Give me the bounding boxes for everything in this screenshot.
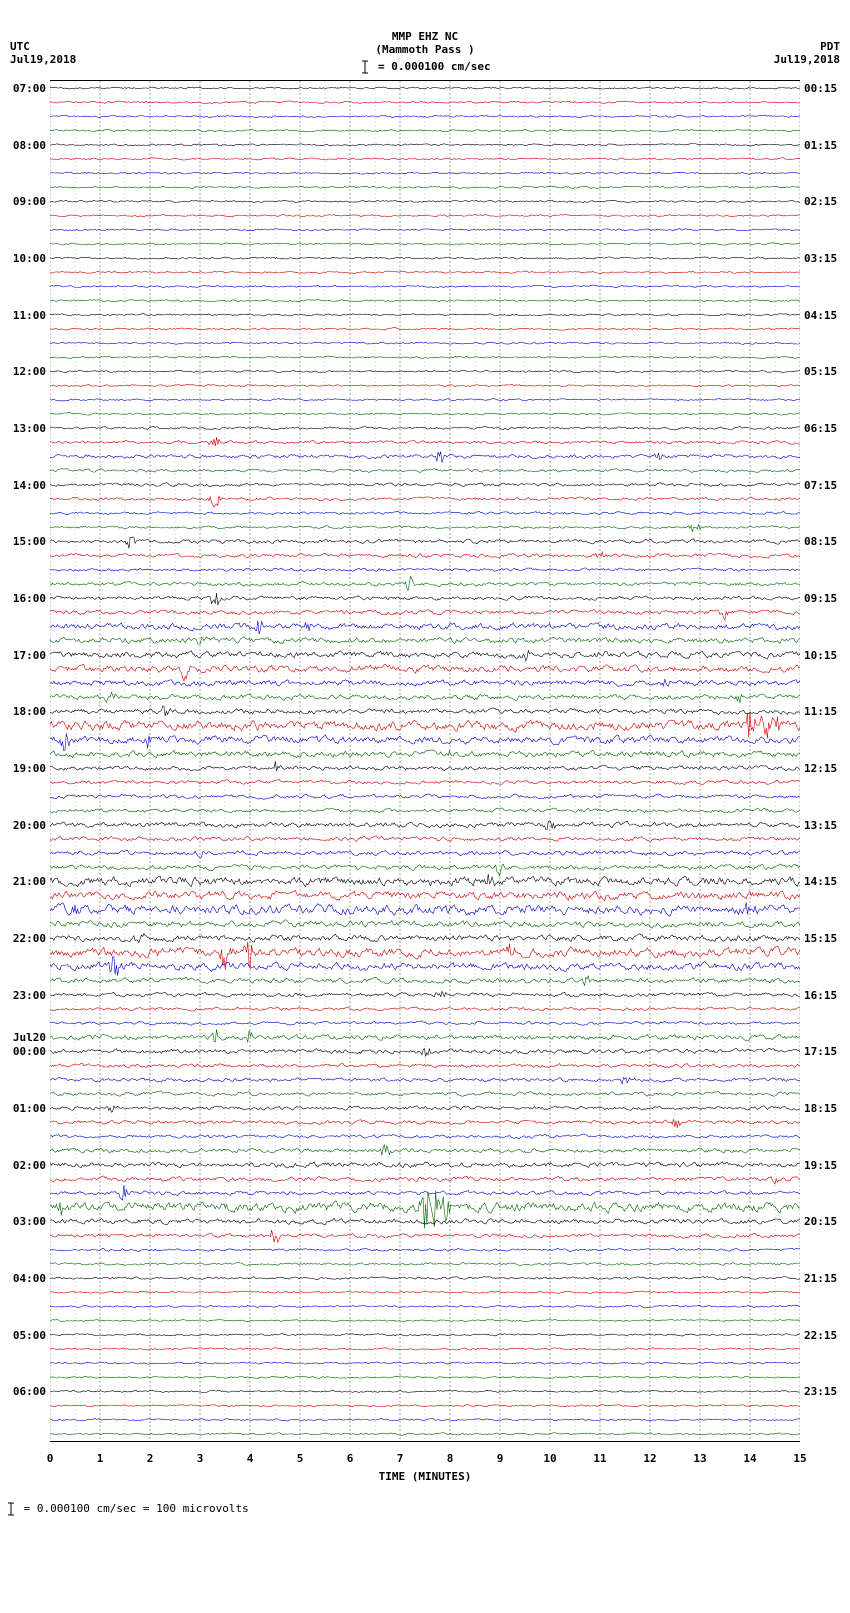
left-time-label: 07:00 — [13, 83, 46, 94]
left-time-label: 02:00 — [13, 1160, 46, 1171]
x-tick-label: 12 — [643, 1452, 656, 1465]
x-tick-label: 2 — [147, 1452, 154, 1465]
seismic-trace — [50, 1091, 800, 1096]
seismic-trace — [50, 342, 800, 344]
right-time-label: 11:15 — [804, 706, 837, 717]
right-time-label: 21:15 — [804, 1273, 837, 1284]
left-time-label: 20:00 — [13, 820, 46, 831]
x-tick-label: 13 — [693, 1452, 706, 1465]
seismic-trace — [50, 87, 800, 89]
x-axis-title: TIME (MINUTES) — [379, 1470, 472, 1483]
left-time-label: 08:00 — [13, 140, 46, 151]
right-time-label: 02:15 — [804, 196, 837, 207]
seismic-trace — [50, 1106, 800, 1113]
header: UTC Jul19,2018 MMP EHZ NC (Mammoth Pass … — [0, 0, 850, 80]
x-tick-label: 14 — [743, 1452, 756, 1465]
left-time-label: 18:00 — [13, 706, 46, 717]
right-time-labels: 00:15 01:15 02:15 03:15 04:15 05:15 06:15 07:15… — [802, 81, 850, 1441]
left-time-label: 15:00 — [13, 536, 46, 547]
left-time-label: 09:00 — [13, 196, 46, 207]
left-time-label: 00:00 — [13, 1046, 46, 1057]
left-time-label: 12:00 — [13, 366, 46, 377]
right-date-label: Jul19,2018 — [774, 53, 840, 66]
left-time-label: Jul20 — [13, 1032, 46, 1043]
seismic-trace — [50, 1230, 800, 1242]
left-time-label: 13:00 — [13, 423, 46, 434]
left-time-label: 06:00 — [13, 1386, 46, 1397]
seismic-trace — [50, 651, 800, 661]
x-axis: TIME (MINUTES) 0123456789101112131415 — [50, 1442, 800, 1492]
right-tz-label: PDT — [774, 40, 840, 53]
x-tick-label: 6 — [347, 1452, 354, 1465]
plot-svg — [50, 81, 800, 1441]
right-time-label: 09:15 — [804, 593, 837, 604]
footer-scale: = 0.000100 cm/sec = 100 microvolts — [5, 1502, 850, 1516]
seismic-trace — [50, 1063, 800, 1067]
right-time-label: 12:15 — [804, 763, 837, 774]
x-tick-label: 1 — [97, 1452, 104, 1465]
left-time-label: 19:00 — [13, 763, 46, 774]
right-time-label: 22:15 — [804, 1330, 837, 1341]
left-time-label: 11:00 — [13, 310, 46, 321]
left-tz-label: UTC — [10, 40, 76, 53]
right-time-label: 05:15 — [804, 366, 837, 377]
footer-text: = 0.000100 cm/sec = 100 microvolts — [24, 1502, 249, 1515]
left-time-label: 17:00 — [13, 650, 46, 661]
x-tick-label: 11 — [593, 1452, 606, 1465]
right-time-label: 14:15 — [804, 876, 837, 887]
scale-text: = 0.000100 cm/sec — [378, 60, 491, 73]
header-center: MMP EHZ NC (Mammoth Pass ) = 0.000100 cm… — [0, 0, 850, 74]
seismic-trace — [50, 890, 800, 900]
left-time-label: 03:00 — [13, 1216, 46, 1227]
right-time-label: 04:15 — [804, 310, 837, 321]
scale-indicator: = 0.000100 cm/sec — [0, 60, 850, 74]
x-tick-label: 5 — [297, 1452, 304, 1465]
right-time-label: 19:15 — [804, 1160, 837, 1171]
seismic-trace — [50, 874, 800, 887]
x-tick-label: 15 — [793, 1452, 806, 1465]
right-time-label: 00:15 — [804, 83, 837, 94]
right-time-label: 23:15 — [804, 1386, 837, 1397]
left-date-label: Jul19,2018 — [10, 53, 76, 66]
header-left: UTC Jul19,2018 — [10, 40, 76, 66]
x-tick-label: 4 — [247, 1452, 254, 1465]
left-time-label: 14:00 — [13, 480, 46, 491]
right-time-label: 20:15 — [804, 1216, 837, 1227]
x-tick-label: 9 — [497, 1452, 504, 1465]
location-label: (Mammoth Pass ) — [0, 43, 850, 56]
left-time-label: 21:00 — [13, 876, 46, 887]
helicorder-plot: 07:0008:0009:0010:0011:0012:0013:0014:00… — [50, 80, 800, 1442]
left-time-label: 10:00 — [13, 253, 46, 264]
right-time-label: 17:15 — [804, 1046, 837, 1057]
x-tick-label: 7 — [397, 1452, 404, 1465]
right-time-label: 01:15 — [804, 140, 837, 151]
x-tick-label: 3 — [197, 1452, 204, 1465]
left-time-label: 01:00 — [13, 1103, 46, 1114]
left-time-labels: 07:00 08:00 09:00 10:00 11:00 12:00 13:00 14:00… — [0, 81, 48, 1441]
header-right: PDT Jul19,2018 — [774, 40, 840, 66]
left-time-label: 23:00 — [13, 990, 46, 1001]
left-time-label: 04:00 — [13, 1273, 46, 1284]
right-time-label: 03:15 — [804, 253, 837, 264]
seismic-trace — [50, 399, 800, 401]
seismic-trace — [50, 243, 800, 245]
seismic-trace — [50, 780, 800, 785]
right-time-label: 06:15 — [804, 423, 837, 434]
right-time-label: 18:15 — [804, 1103, 837, 1114]
right-time-label: 13:15 — [804, 820, 837, 831]
x-tick-label: 10 — [543, 1452, 556, 1465]
right-time-label: 16:15 — [804, 990, 837, 1001]
right-time-label: 15:15 — [804, 933, 837, 944]
left-time-label: 05:00 — [13, 1330, 46, 1341]
station-label: MMP EHZ NC — [0, 30, 850, 43]
right-time-label: 10:15 — [804, 650, 837, 661]
x-tick-label: 8 — [447, 1452, 454, 1465]
x-tick-label: 0 — [47, 1452, 54, 1465]
right-time-label: 07:15 — [804, 480, 837, 491]
right-time-label: 08:15 — [804, 536, 837, 547]
left-time-label: 22:00 — [13, 933, 46, 944]
left-time-label: 16:00 — [13, 593, 46, 604]
seismic-trace — [50, 1029, 800, 1042]
